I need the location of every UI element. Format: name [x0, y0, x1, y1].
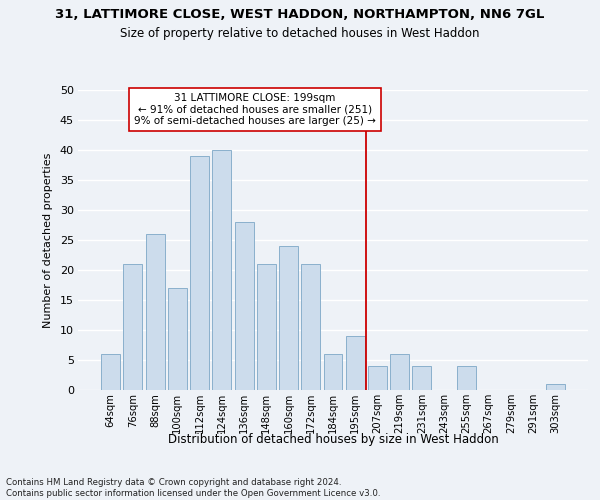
Text: Contains HM Land Registry data © Crown copyright and database right 2024.
Contai: Contains HM Land Registry data © Crown c… — [6, 478, 380, 498]
Bar — [235, 222, 254, 390]
Bar — [301, 264, 320, 390]
Bar — [257, 264, 276, 390]
Bar — [279, 246, 298, 390]
Text: 31 LATTIMORE CLOSE: 199sqm
← 91% of detached houses are smaller (251)
9% of semi: 31 LATTIMORE CLOSE: 199sqm ← 91% of deta… — [134, 93, 376, 126]
Bar — [212, 150, 231, 390]
Bar — [457, 366, 476, 390]
Bar — [346, 336, 365, 390]
Bar — [168, 288, 187, 390]
Bar — [390, 354, 409, 390]
Bar — [323, 354, 343, 390]
Bar — [412, 366, 431, 390]
Bar — [546, 384, 565, 390]
Text: Distribution of detached houses by size in West Haddon: Distribution of detached houses by size … — [167, 432, 499, 446]
Bar — [190, 156, 209, 390]
Y-axis label: Number of detached properties: Number of detached properties — [43, 152, 53, 328]
Text: 31, LATTIMORE CLOSE, WEST HADDON, NORTHAMPTON, NN6 7GL: 31, LATTIMORE CLOSE, WEST HADDON, NORTHA… — [55, 8, 545, 20]
Bar — [146, 234, 164, 390]
Bar — [368, 366, 387, 390]
Bar — [101, 354, 120, 390]
Bar — [124, 264, 142, 390]
Text: Size of property relative to detached houses in West Haddon: Size of property relative to detached ho… — [120, 28, 480, 40]
